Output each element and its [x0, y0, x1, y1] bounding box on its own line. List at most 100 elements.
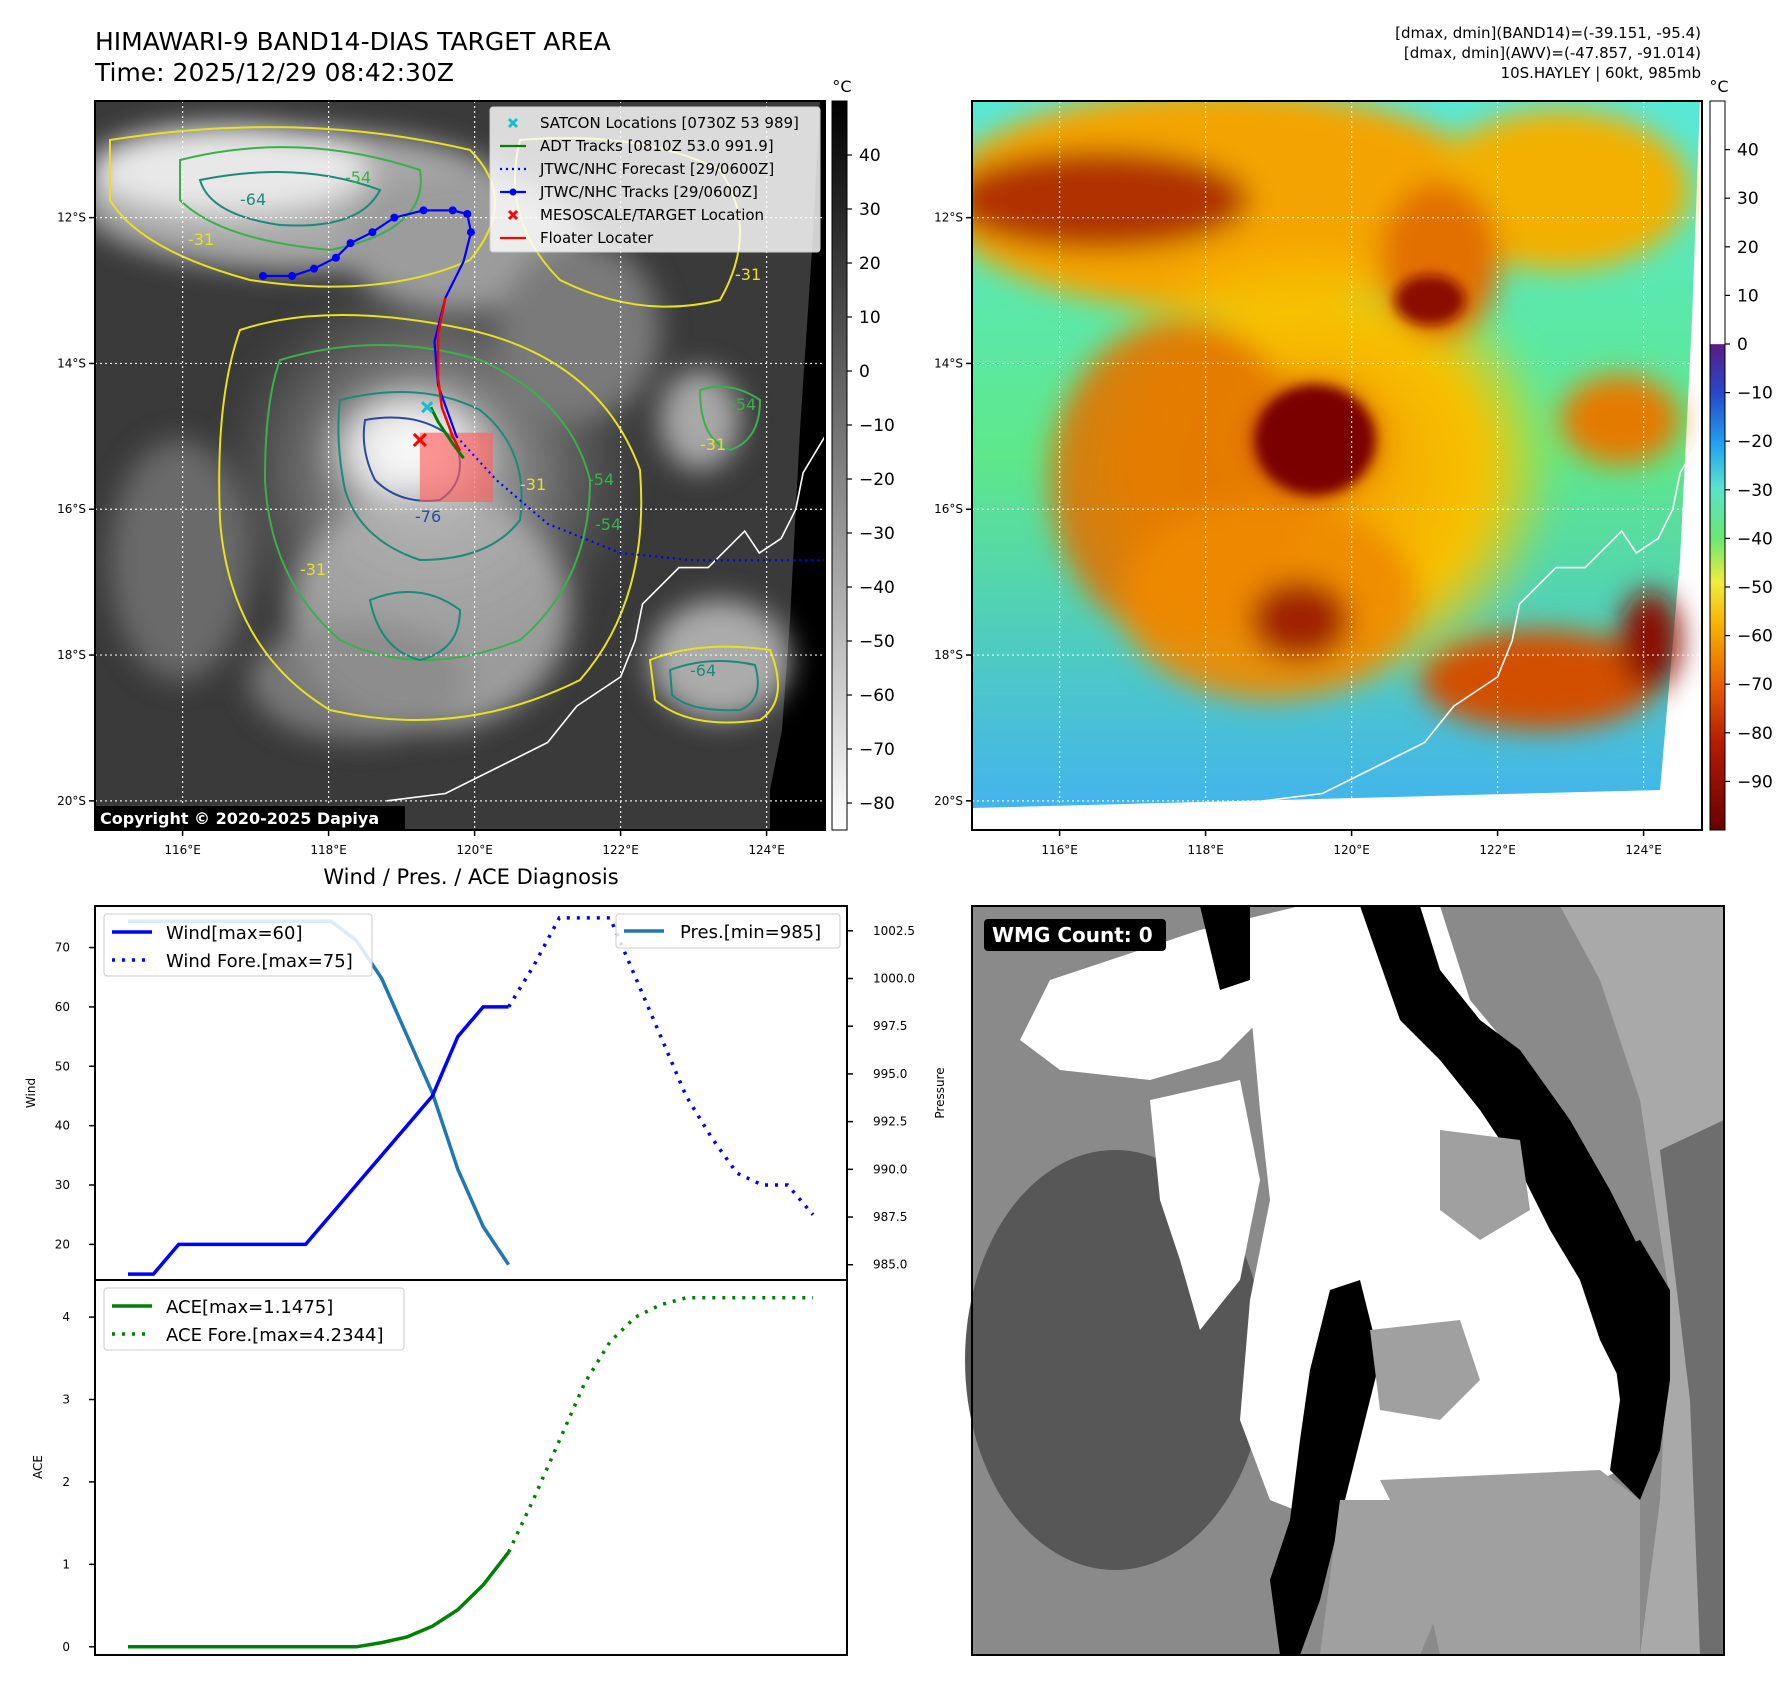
pressure-ytick-label: 995.0 — [873, 1067, 907, 1081]
colorbar-tick-label: 40 — [1737, 141, 1759, 161]
band14-colorbar-unit: °C — [832, 77, 851, 96]
pressure-ytick-label: 1002.5 — [873, 924, 915, 938]
info-line-1: [dmax, dmin](BAND14)=(-39.151, -95.4) — [1395, 24, 1701, 42]
contour-label: -31 — [520, 475, 546, 494]
series-wind — [128, 1005, 509, 1276]
track-legend: SATCON Locations [0730Z 53 989] ADT Track… — [489, 106, 821, 253]
series-wind-forecast — [507, 916, 815, 1216]
legend-label: MESOSCALE/TARGET Location — [540, 206, 764, 224]
track-point — [368, 228, 377, 237]
lat-tick-label: 12°S — [57, 211, 86, 225]
legend-label: SATCON Locations [0730Z 53 989] — [540, 114, 799, 132]
colorbar-tick-label: 30 — [859, 200, 881, 220]
pressure-yaxis-ticks: 985.0 987.5 990.0 992.5 995.0 997.5 1000.0 1002… — [847, 924, 915, 1272]
contour-label: -54 — [345, 168, 371, 187]
lat-tick-label: 14°S — [57, 356, 86, 370]
band14-colorbar-gradient — [831, 100, 848, 831]
jtwc-track-points — [258, 206, 475, 280]
colorbar-tick-label: −40 — [859, 578, 895, 598]
ace-ylabel: ACE — [31, 1455, 45, 1479]
colorbar-tick-label: −10 — [859, 416, 895, 436]
coastline — [386, 435, 825, 802]
wind-legend-label: Wind[max=60] — [166, 923, 303, 944]
lat-tick-label: 16°S — [934, 502, 963, 516]
colorbar-tick-label: 40 — [859, 146, 881, 166]
contour-label: -31 — [188, 230, 214, 249]
contour-label: -54 — [588, 470, 614, 489]
lon-tick-label: 116°E — [1041, 843, 1078, 857]
ace-ytick-label: 0 — [62, 1640, 70, 1654]
info-line-3: 10S.HAYLEY | 60kt, 985mb — [1501, 64, 1701, 82]
lat-tick-label: 20°S — [934, 794, 963, 808]
track-point — [346, 239, 355, 248]
figure-title: HIMAWARI-9 BAND14-DIAS TARGET AREA — [95, 27, 611, 56]
awv-colorbar-unit: °C — [1709, 77, 1728, 96]
colorbar-tick-label: 30 — [1737, 189, 1759, 209]
adt-track — [429, 406, 465, 460]
colorbar-tick-label: −80 — [859, 794, 895, 814]
pressure-ytick-label: 985.0 — [873, 1258, 907, 1272]
band14-map-panel: -64 -54 -31 -31 -76 -54 -31 -54 -64 -31 … — [57, 100, 826, 857]
legend-item: ADT Tracks [0810Z 53.0 991.9] — [500, 137, 774, 155]
colorbar-tick-label: −30 — [1737, 481, 1773, 501]
legend-label: JTWC/NHC Forecast [29/0600Z] — [539, 160, 774, 178]
band14-colorbar: °C 40 30 20 10 0 −10 −20 −30 −40 −50 −60 −70 −80 — [831, 77, 895, 831]
track-point — [463, 209, 472, 218]
legend-item: JTWC/NHC Forecast [29/0600Z] — [500, 160, 774, 178]
awv-imagery — [972, 101, 1702, 830]
awv-colorbar: °C 40 30 20 10 0 −10 −20 −30 −40 −50 −60 −70 −80 −90 — [1709, 77, 1773, 831]
legend-symbol — [507, 209, 519, 221]
pressure-ylabel: Pressure — [933, 1067, 947, 1118]
legend-label: ADT Tracks [0810Z 53.0 991.9] — [540, 137, 774, 155]
contour-label: -31 — [700, 435, 726, 454]
colorbar-tick-label: −60 — [1737, 627, 1773, 647]
colorbar-tick-label: −50 — [1737, 578, 1773, 598]
wind-ytick-label: 30 — [55, 1178, 70, 1192]
lat-tick-label: 20°S — [57, 794, 86, 808]
colorbar-tick-label: −40 — [1737, 529, 1773, 549]
legend-label: Floater Locater — [540, 229, 654, 247]
ace-legend-label: ACE[max=1.1475] — [166, 1297, 333, 1318]
track-point — [466, 228, 475, 237]
legend-item: JTWC/NHC Tracks [29/0600Z] — [500, 183, 758, 201]
legend-item: SATCON Locations [0730Z 53 989] — [507, 114, 799, 132]
colorbar-tick-label: −80 — [1737, 724, 1773, 744]
legend-box — [489, 106, 821, 253]
pres-legend-box — [615, 913, 841, 949]
ace-legend-box — [103, 1287, 405, 1351]
awv-map-panel: 116°E 118°E 120°E 122°E 124°E 12°S 14°S 16°S 18°… — [934, 100, 1703, 857]
coastline — [1263, 435, 1702, 802]
colorbar-tick-label: −70 — [859, 740, 895, 760]
wmg-count-bg — [984, 919, 1166, 951]
ace-ytick-label: 4 — [62, 1310, 70, 1324]
colorbar-tick-label: 20 — [1737, 238, 1759, 258]
band14-map-frame — [94, 100, 826, 831]
lat-tick-label: 18°S — [57, 648, 86, 662]
wind-ylabel: Wind — [24, 1078, 38, 1108]
colorbar-tick-label: 10 — [1737, 286, 1759, 306]
wind-fore-legend-label: Wind Fore.[max=75] — [166, 951, 353, 972]
lon-tick-label: 118°E — [1187, 843, 1224, 857]
colorbar-tick-label: −50 — [859, 632, 895, 652]
colorbar-tick-label: −20 — [859, 470, 895, 490]
ace-ytick-label: 2 — [62, 1475, 70, 1489]
lat-tick-label: 14°S — [934, 356, 963, 370]
contour-label: -54 — [730, 395, 756, 414]
legend-symbol — [509, 188, 517, 196]
legend-item: Floater Locater — [500, 229, 654, 247]
track-point — [448, 206, 457, 215]
awv-map-ticks: 116°E 118°E 120°E 122°E 124°E 12°S 14°S 16°S 18°… — [934, 211, 1662, 857]
legend-label: JTWC/NHC Tracks [29/0600Z] — [539, 183, 758, 201]
colorbar-tick-label: −60 — [859, 686, 895, 706]
map-grid — [972, 101, 1702, 830]
track-point — [390, 213, 399, 222]
satcon-marker — [421, 401, 434, 414]
lat-tick-label: 12°S — [934, 211, 963, 225]
colorbar-tick-label: −10 — [1737, 384, 1773, 404]
wind-legend-box — [103, 913, 373, 977]
lon-tick-label: 116°E — [164, 843, 201, 857]
wind-ytick-label: 40 — [55, 1119, 70, 1133]
pressure-ytick-label: 997.5 — [873, 1019, 907, 1033]
contour-label: -76 — [415, 507, 441, 526]
pressure-ytick-label: 990.0 — [873, 1162, 907, 1176]
